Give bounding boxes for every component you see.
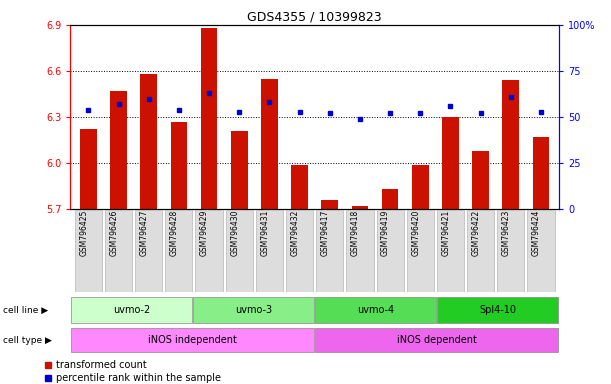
Text: GSM796429: GSM796429	[200, 209, 209, 256]
Text: GSM796425: GSM796425	[79, 209, 89, 256]
FancyBboxPatch shape	[225, 210, 253, 292]
FancyBboxPatch shape	[437, 297, 558, 323]
Bar	[321, 200, 338, 209]
Text: GSM796423: GSM796423	[502, 209, 511, 256]
Bar	[261, 79, 278, 209]
Text: iNOS dependent: iNOS dependent	[397, 335, 477, 345]
FancyBboxPatch shape	[71, 297, 192, 323]
Bar	[231, 131, 247, 209]
FancyBboxPatch shape	[71, 328, 314, 352]
Bar	[201, 28, 218, 209]
FancyBboxPatch shape	[286, 210, 313, 292]
Text: uvmo-2: uvmo-2	[113, 305, 150, 315]
Text: uvmo-4: uvmo-4	[357, 305, 394, 315]
Text: GSM796417: GSM796417	[321, 209, 330, 256]
FancyBboxPatch shape	[437, 210, 464, 292]
FancyBboxPatch shape	[527, 210, 555, 292]
Text: uvmo-3: uvmo-3	[235, 305, 272, 315]
FancyBboxPatch shape	[315, 297, 436, 323]
FancyBboxPatch shape	[193, 297, 314, 323]
Text: GSM796424: GSM796424	[532, 209, 541, 256]
Bar	[291, 165, 308, 209]
Bar	[412, 165, 428, 209]
Text: GSM796422: GSM796422	[472, 209, 481, 255]
FancyBboxPatch shape	[407, 210, 434, 292]
Text: GSM796419: GSM796419	[381, 209, 390, 256]
Bar	[110, 91, 127, 209]
FancyBboxPatch shape	[315, 328, 558, 352]
Text: GSM796421: GSM796421	[441, 209, 450, 255]
Text: GSM796428: GSM796428	[170, 209, 179, 255]
Bar	[502, 80, 519, 209]
Bar	[442, 117, 459, 209]
Text: GSM796432: GSM796432	[291, 209, 299, 256]
Text: GSM796426: GSM796426	[109, 209, 119, 256]
FancyBboxPatch shape	[105, 210, 132, 292]
FancyBboxPatch shape	[497, 210, 524, 292]
FancyBboxPatch shape	[256, 210, 283, 292]
FancyBboxPatch shape	[376, 210, 404, 292]
FancyBboxPatch shape	[467, 210, 494, 292]
Bar	[533, 137, 549, 209]
Bar	[351, 206, 368, 209]
Bar	[80, 129, 97, 209]
FancyBboxPatch shape	[196, 210, 222, 292]
Text: GSM796427: GSM796427	[140, 209, 148, 256]
Text: GSM796420: GSM796420	[411, 209, 420, 256]
Text: GSM796431: GSM796431	[260, 209, 269, 256]
Text: iNOS independent: iNOS independent	[148, 335, 237, 345]
FancyBboxPatch shape	[135, 210, 163, 292]
Legend: transformed count, percentile rank within the sample: transformed count, percentile rank withi…	[45, 360, 221, 383]
Text: GSM796418: GSM796418	[351, 209, 360, 255]
Title: GDS4355 / 10399823: GDS4355 / 10399823	[247, 11, 382, 24]
Text: cell type ▶: cell type ▶	[3, 336, 52, 345]
Text: Spl4-10: Spl4-10	[480, 305, 516, 315]
Bar	[170, 122, 187, 209]
FancyBboxPatch shape	[316, 210, 343, 292]
Bar	[382, 189, 398, 209]
Text: GSM796430: GSM796430	[230, 209, 240, 256]
FancyBboxPatch shape	[75, 210, 102, 292]
FancyBboxPatch shape	[346, 210, 373, 292]
FancyBboxPatch shape	[166, 210, 192, 292]
Bar	[472, 151, 489, 209]
Text: cell line ▶: cell line ▶	[3, 306, 48, 315]
Bar	[141, 74, 157, 209]
